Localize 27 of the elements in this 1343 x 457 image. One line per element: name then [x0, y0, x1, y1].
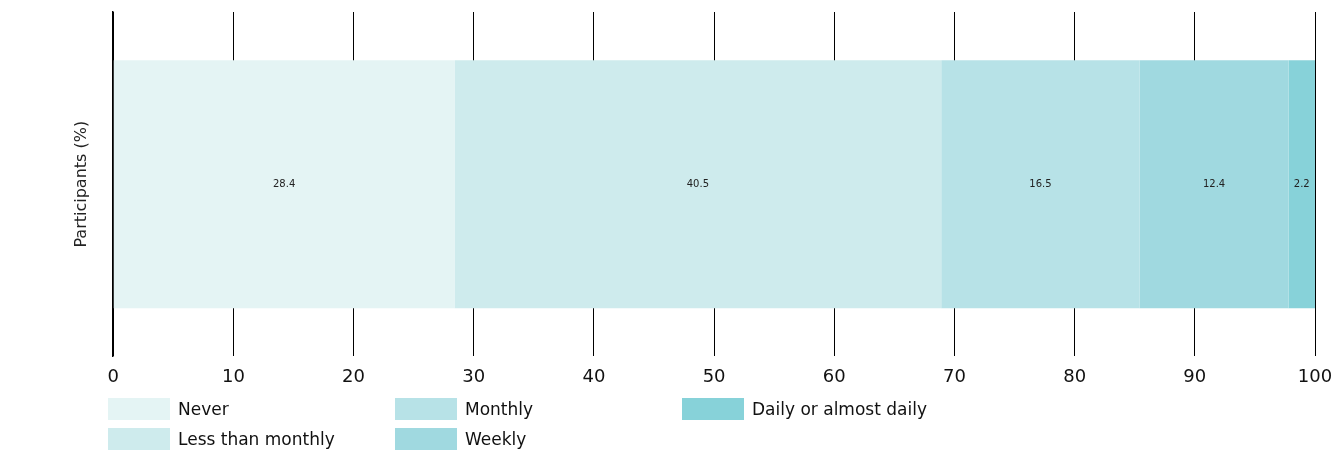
bar [941, 60, 1140, 309]
data-label: 12.4 [1202, 177, 1226, 189]
x-tick-label: 0 [107, 364, 119, 386]
x-tick-label: 20 [342, 364, 366, 386]
data-label: 40.5 [686, 177, 710, 189]
data-label: 2.2 [1293, 177, 1310, 189]
x-tick-label: 60 [822, 364, 846, 386]
x-tick-label: 10 [221, 364, 245, 386]
bar [454, 60, 942, 309]
x-tick-label: 90 [1183, 364, 1207, 386]
x-tick-label: 50 [702, 364, 726, 386]
legend-label: Never [178, 399, 229, 419]
x-tick-label: 70 [943, 364, 966, 386]
bar [113, 60, 455, 309]
y-axis-title: Participants (%) [70, 120, 90, 248]
data-label: 16.5 [1029, 177, 1052, 189]
legend-label: Daily or almost daily [752, 399, 927, 419]
data-label: 28.4 [272, 177, 296, 189]
x-tick-label: 80 [1063, 364, 1087, 386]
legend-label: Monthly [465, 399, 534, 419]
legend-label: Weekly [465, 429, 527, 449]
legend-label: Less than monthly [178, 429, 335, 449]
bar [1288, 60, 1315, 309]
bar [1139, 60, 1289, 309]
x-tick-label: 100 [1297, 364, 1333, 386]
x-tick-label: 30 [462, 364, 486, 386]
x-tick-label: 40 [582, 364, 606, 386]
